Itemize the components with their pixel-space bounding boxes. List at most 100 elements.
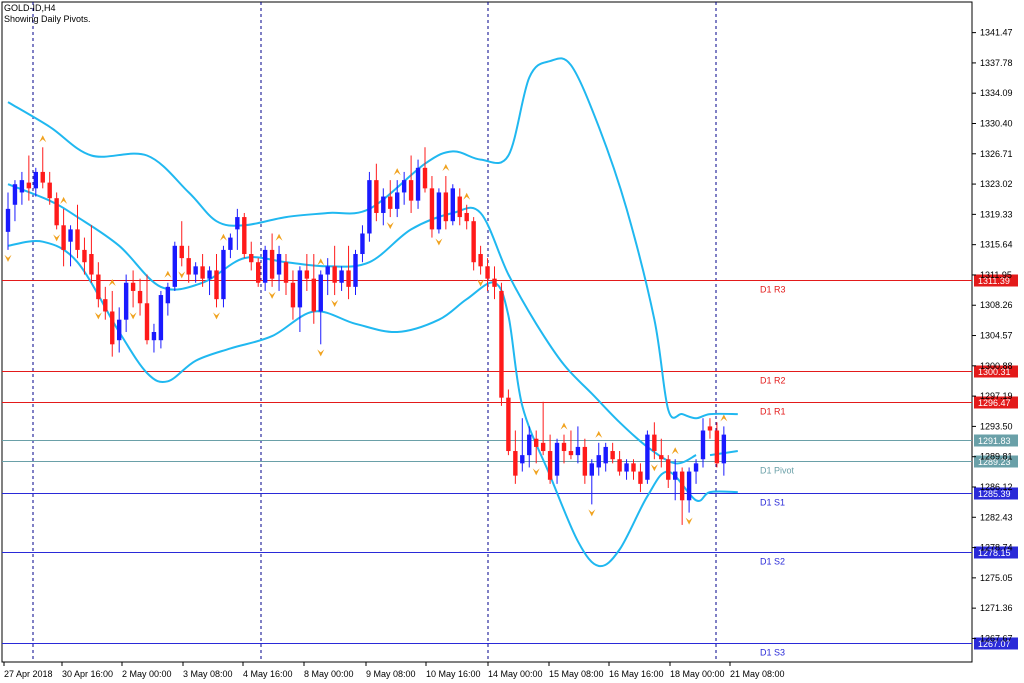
y-tick-label: 1334.09 xyxy=(980,88,1013,98)
candle-body xyxy=(75,229,80,250)
fractal-arrow-shape xyxy=(671,447,679,455)
candle xyxy=(33,167,38,197)
y-tick-label: 1330.40 xyxy=(980,118,1013,128)
price-tag xyxy=(974,274,1018,287)
y-tick-label: 1300.88 xyxy=(980,361,1013,371)
candle xyxy=(367,171,372,242)
x-tick-label: 10 May 16:00 xyxy=(426,669,481,679)
x-tick-label: 21 May 08:00 xyxy=(730,669,785,679)
candle xyxy=(117,307,122,353)
x-tick-label: 8 May 00:00 xyxy=(304,669,354,679)
fractal-arrow-shape xyxy=(532,468,540,476)
fractal-up-arrow xyxy=(164,270,172,278)
fractal-arrow-shape xyxy=(53,234,61,242)
candle xyxy=(686,467,692,513)
fractal-arrow-shape xyxy=(435,238,443,246)
candle-body xyxy=(513,451,518,476)
y-tick-label: 1286.12 xyxy=(980,482,1013,492)
x-tick-label: 27 Apr 2018 xyxy=(4,669,53,679)
candle-body xyxy=(186,258,191,275)
fractal-down-arrow xyxy=(477,279,485,287)
candle-body xyxy=(415,167,421,201)
candle-body xyxy=(242,217,247,255)
candle xyxy=(381,188,386,226)
fractal-arrow-shape xyxy=(317,349,325,357)
x-tick-label: 16 May 16:00 xyxy=(609,669,664,679)
candle-body xyxy=(110,311,115,345)
price-tag xyxy=(974,487,1018,500)
fractal-down-arrow xyxy=(129,312,137,320)
candle-body xyxy=(374,180,379,213)
fractal-down-arrow xyxy=(588,509,596,517)
candle xyxy=(547,434,553,484)
bollinger-middle-band xyxy=(7,183,697,465)
candle xyxy=(172,241,177,291)
candle xyxy=(554,438,560,484)
price-tag-label: 1278.15 xyxy=(978,548,1011,558)
pivot-level-name: D1 R3 xyxy=(760,285,786,295)
candle xyxy=(96,262,101,308)
candle-body xyxy=(276,254,282,275)
candle-body xyxy=(353,254,358,287)
x-tick-label: 18 May 00:00 xyxy=(670,669,725,679)
candle xyxy=(360,225,365,263)
candle xyxy=(103,286,108,320)
candle-body xyxy=(693,463,699,472)
fractal-down-arrow xyxy=(331,300,339,308)
candle xyxy=(582,438,588,484)
candle-body xyxy=(179,245,184,259)
candle xyxy=(714,422,720,468)
candle xyxy=(589,459,594,505)
pivot-level-name: D1 S3 xyxy=(760,648,785,658)
price-tag xyxy=(974,637,1018,650)
candle xyxy=(443,176,449,230)
fractal-up-arrow xyxy=(393,168,401,176)
candle-body xyxy=(659,455,664,460)
candle xyxy=(283,254,289,296)
x-tick-label: 14 May 00:00 xyxy=(488,669,543,679)
candle-body xyxy=(137,290,143,304)
candle-body xyxy=(54,198,59,226)
fractal-up-arrow xyxy=(60,196,68,204)
y-tick-label: 1308.26 xyxy=(980,300,1013,310)
candle-body xyxy=(61,225,66,250)
y-tick-label: 1315.64 xyxy=(980,240,1013,250)
fractal-down-arrow xyxy=(213,312,220,320)
candle xyxy=(311,254,316,324)
candle-body xyxy=(172,245,177,287)
candle-body xyxy=(499,290,504,398)
price-tag xyxy=(974,546,1018,559)
candle-body xyxy=(82,249,87,263)
fractal-up-arrow xyxy=(463,192,471,200)
candle xyxy=(534,430,539,464)
candle-body xyxy=(471,221,476,263)
candle xyxy=(388,180,393,218)
candle-body xyxy=(429,188,435,230)
fractal-arrow-shape xyxy=(178,271,186,279)
candle xyxy=(110,290,115,357)
candle xyxy=(527,426,532,468)
candle xyxy=(395,180,400,218)
candle-body xyxy=(575,446,581,456)
candle xyxy=(659,438,664,468)
fractal-arrow-shape xyxy=(275,233,283,241)
candle xyxy=(297,266,303,332)
chart-symbol-title: GOLD-ID,H4 xyxy=(4,3,56,13)
candle xyxy=(339,266,344,291)
candle xyxy=(262,245,268,291)
candle xyxy=(610,442,615,464)
y-tick-label: 1267.67 xyxy=(980,633,1013,643)
candle-body xyxy=(318,274,323,312)
candle xyxy=(144,274,150,345)
y-tick-label: 1341.47 xyxy=(980,28,1013,38)
candle-body xyxy=(714,430,720,464)
fractal-arrow-shape xyxy=(317,258,325,266)
fractal-up-arrow xyxy=(595,430,603,438)
candle xyxy=(721,426,727,476)
candle-body xyxy=(388,196,393,209)
y-tick-label: 1271.36 xyxy=(980,603,1013,613)
candle-body xyxy=(332,266,337,283)
candle xyxy=(304,254,310,291)
candle xyxy=(346,245,351,300)
